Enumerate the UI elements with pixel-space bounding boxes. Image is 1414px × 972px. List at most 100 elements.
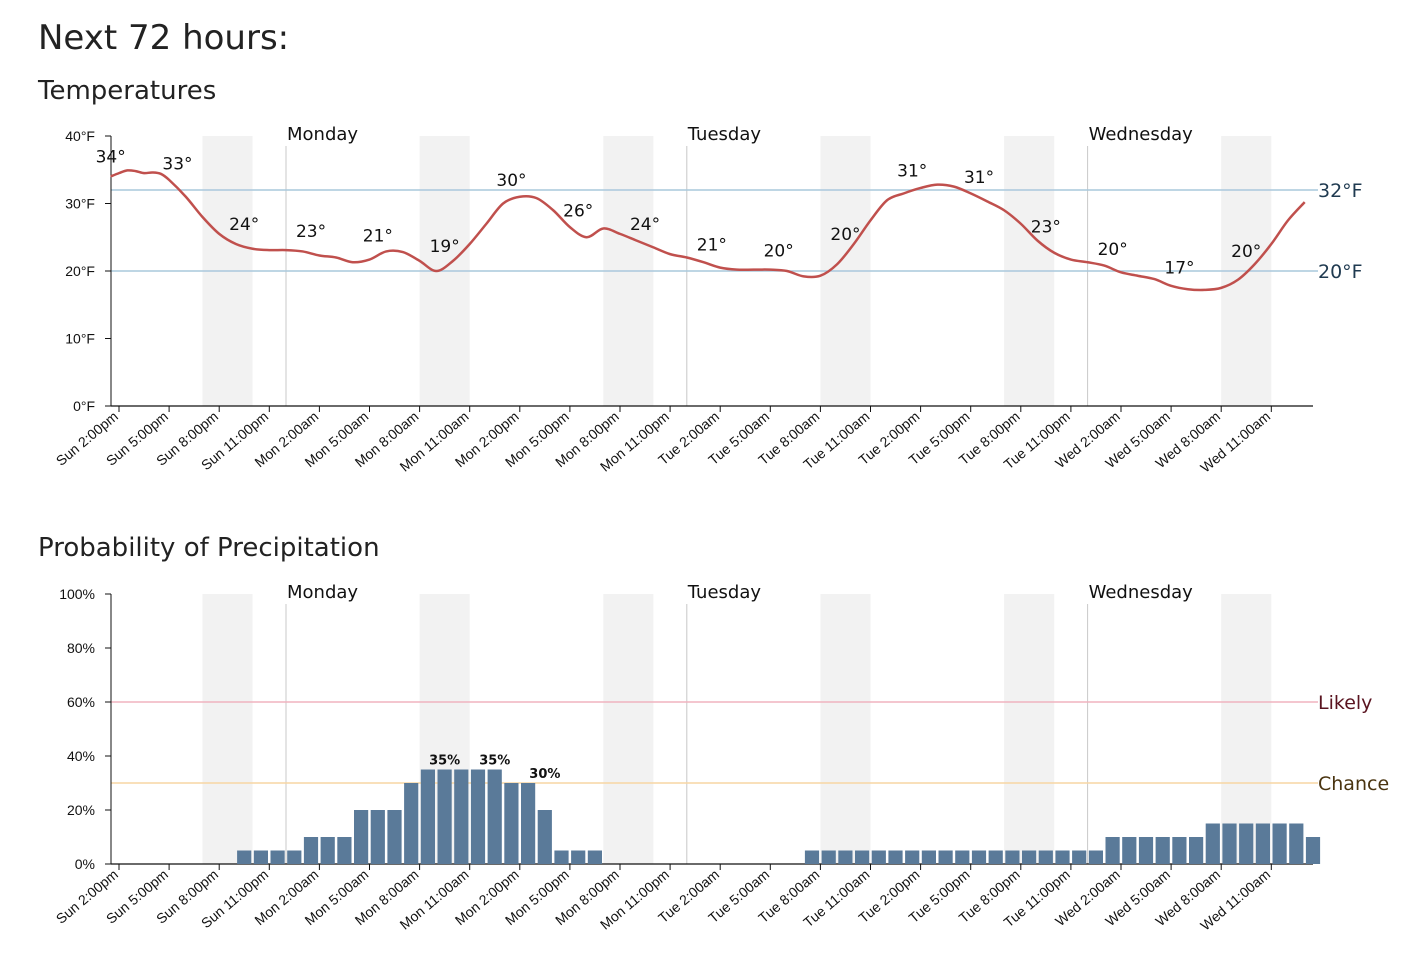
y-tick-label: 30°F: [65, 196, 95, 212]
precip-bar: [354, 810, 369, 864]
precip-bar: [1289, 823, 1304, 864]
temperature-label: 24°: [229, 215, 259, 235]
precip-bar: [387, 810, 402, 864]
precip-bar: [521, 783, 536, 864]
precip-bar: [855, 850, 870, 864]
precip-bar: [888, 850, 903, 864]
precip-bar: [971, 850, 987, 864]
precip-bar: [337, 837, 352, 864]
night-band: [1004, 594, 1055, 864]
page-title: Next 72 hours:: [38, 18, 290, 58]
precip-bar: [1255, 823, 1270, 864]
precip-bar: [1038, 850, 1053, 864]
temperature-label: 19°: [430, 237, 460, 257]
day-label: Monday: [287, 582, 358, 603]
precip-bar: [504, 783, 519, 864]
precip-bar: [955, 850, 970, 864]
y-tick-label: 80%: [67, 640, 95, 656]
temperature-line: [110, 169, 1306, 292]
precip-bar: [1055, 850, 1070, 864]
precip-bar: [1205, 823, 1220, 864]
y-tick-label: 60%: [67, 694, 95, 710]
temperature-label: 23°: [296, 222, 326, 242]
night-band: [820, 594, 871, 864]
y-tick-label: 100%: [59, 586, 95, 602]
precip-bar: [804, 850, 820, 864]
temperature-label: 33°: [162, 154, 192, 174]
reference-label: Likely: [1318, 692, 1372, 714]
temperature-label: 34°: [96, 148, 126, 168]
reference-label: 32°F: [1318, 180, 1363, 202]
temperature-label: 26°: [563, 202, 593, 222]
precip-bar: [1222, 823, 1237, 864]
temperature-label: 20°: [764, 241, 794, 261]
precipitation-chart: Monday Tuesday Wednesday Likely Chance 0% 20% 4…: [53, 582, 1389, 933]
day-label: Tuesday: [687, 124, 762, 145]
precip-bar: [470, 769, 486, 864]
temperatures-chart-title: Temperatures: [38, 76, 217, 106]
temperature-label: 20°: [830, 225, 860, 245]
y-tick-label: 40°F: [65, 128, 95, 144]
temperature-chart: Monday Tuesday Wednesday 32°F 20°F 0°F 10°F 20°…: [53, 124, 1363, 475]
precip-bar: [1172, 837, 1187, 864]
precip-bar: [1072, 850, 1087, 864]
night-band: [202, 594, 253, 864]
precip-bar: [571, 850, 586, 864]
precip-bar: [871, 850, 886, 864]
precip-bar: [1138, 837, 1154, 864]
temperature-label: 20°: [1231, 242, 1261, 262]
precip-bar: [554, 850, 569, 864]
precip-bar: [1305, 837, 1321, 864]
precip-bar: [1189, 837, 1204, 864]
precip-bar: [587, 850, 602, 864]
precip-bar: [1272, 823, 1287, 864]
temperature-label: 17°: [1164, 259, 1194, 279]
temperature-label: 21°: [363, 226, 393, 246]
precip-bar: [404, 783, 419, 864]
precip-bar: [270, 850, 285, 864]
y-tick-label: 10°F: [65, 331, 95, 347]
precip-bar: [287, 850, 302, 864]
reference-label: 20°F: [1318, 261, 1363, 283]
precip-bar: [938, 850, 953, 864]
y-tick-label: 20%: [67, 802, 95, 818]
precip-bar: [821, 850, 836, 864]
y-tick-label: 40%: [67, 748, 95, 764]
precip-bar: [988, 850, 1003, 864]
precip-bar: [370, 810, 385, 864]
precip-bar: [437, 769, 452, 864]
precip-bar: [454, 769, 469, 864]
y-tick-label: 0°F: [73, 398, 95, 414]
day-label: Wednesday: [1089, 582, 1194, 603]
precip-bar: [838, 850, 853, 864]
y-tick-label: 0%: [75, 856, 95, 872]
precip-bar: [303, 837, 319, 864]
precip-bar: [1088, 850, 1103, 864]
precip-bar: [905, 850, 920, 864]
temperature-label: 23°: [1031, 218, 1061, 238]
precipitation-chart-title: Probability of Precipitation: [38, 533, 380, 563]
night-band: [1221, 594, 1272, 864]
precip-bar: [1022, 850, 1037, 864]
day-label: Wednesday: [1089, 124, 1194, 145]
night-band: [603, 594, 654, 864]
precip-bar: [320, 837, 335, 864]
day-label: Tuesday: [687, 582, 762, 603]
precip-bar: [1005, 850, 1020, 864]
y-tick-label: 20°F: [65, 263, 95, 279]
precip-bar: [921, 850, 936, 864]
precip-bar: [1122, 837, 1137, 864]
precip-bar: [1239, 823, 1254, 864]
precip-bar-label: 30%: [529, 767, 560, 782]
temperature-label: 24°: [630, 215, 660, 235]
temperature-label: 31°: [897, 162, 927, 182]
day-label: Monday: [287, 124, 358, 145]
precip-bar-label: 35%: [429, 754, 460, 769]
precip-bar: [487, 769, 502, 864]
precip-bar: [420, 769, 435, 864]
reference-label: Chance: [1318, 773, 1389, 795]
precip-bar-label: 35%: [479, 754, 510, 769]
temperature-label: 21°: [697, 235, 727, 255]
temperature-label: 30°: [496, 171, 526, 191]
temperature-label: 20°: [1098, 240, 1128, 260]
